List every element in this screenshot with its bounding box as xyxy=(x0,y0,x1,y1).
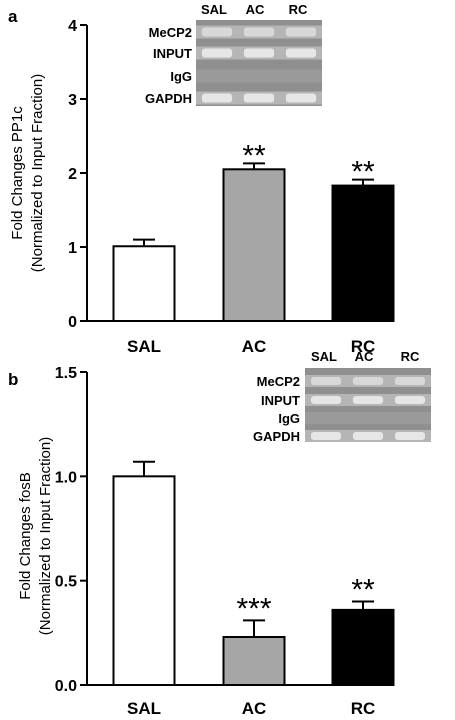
gel-band xyxy=(352,432,384,440)
y-axis-label: Fold Changes fosB xyxy=(17,472,34,600)
y-tick-label: 0 xyxy=(68,314,77,331)
y-tick-label: 1.5 xyxy=(55,365,77,382)
bar-sal xyxy=(112,475,176,687)
panel-b: b Fold Changes fosB (Normalized to Input F… xyxy=(8,349,431,718)
bar-rc xyxy=(331,184,395,322)
significance-marker: ** xyxy=(242,139,266,172)
gel-band xyxy=(394,432,426,440)
gel-band xyxy=(310,432,342,440)
x-tick-label: RC xyxy=(351,337,376,356)
y-tick-label: 2 xyxy=(68,166,77,183)
gel-row-label: GAPDH xyxy=(145,91,192,106)
gel-row-label: MeCP2 xyxy=(257,374,300,389)
bar-sal xyxy=(112,245,176,322)
gel-band xyxy=(285,48,317,58)
gel-lane-label: RC xyxy=(289,2,308,17)
gel-lane-label: RC xyxy=(401,349,420,364)
panel-a: a Fold Changes PP1c (Normalized to Input F… xyxy=(8,2,395,356)
y-axis-sublabel: (Normalized to Input Fraction) xyxy=(37,437,54,635)
panel-label: b xyxy=(8,370,18,389)
gel-band xyxy=(201,93,233,103)
y-axis-label: Fold Changes PP1c xyxy=(9,106,26,240)
gel-band xyxy=(394,396,426,404)
gel-band xyxy=(285,93,317,103)
x-tick-label: SAL xyxy=(127,337,161,356)
gel-band xyxy=(201,48,233,58)
gel-lane-label: AC xyxy=(246,2,265,17)
gel-band xyxy=(352,377,384,385)
y-tick-label: 0.5 xyxy=(55,574,77,591)
y-tick-label: 3 xyxy=(68,92,77,109)
gel-band xyxy=(310,377,342,385)
gel-inset: SAL AC RC MeCP2 INPUT IgG GAPDH xyxy=(145,2,322,106)
gel-band xyxy=(310,396,342,404)
gel-row-label: MeCP2 xyxy=(149,25,192,40)
gel-band xyxy=(352,396,384,404)
significance-marker: *** xyxy=(236,592,271,625)
x-tick-label: AC xyxy=(242,337,267,356)
bar-ac xyxy=(222,168,286,322)
gel-band xyxy=(201,27,233,37)
gel-row-label: IgG xyxy=(170,69,192,84)
bar-rc xyxy=(331,608,395,687)
gel-row-label: INPUT xyxy=(261,393,300,408)
gel-lane-label: SAL xyxy=(311,349,337,364)
gel-band xyxy=(394,377,426,385)
gel-row-strip xyxy=(196,69,322,83)
x-tick-label: AC xyxy=(242,699,267,718)
y-axis-sublabel: (Normalized to Input Fraction) xyxy=(29,74,46,272)
bar-ac xyxy=(222,636,286,686)
x-tick-label: SAL xyxy=(127,699,161,718)
gel-row-label: IgG xyxy=(278,411,300,426)
y-tick-label: 1 xyxy=(68,240,77,257)
x-tick-label: RC xyxy=(351,699,376,718)
panel-label: a xyxy=(8,7,18,26)
y-tick-label: 1.0 xyxy=(55,469,77,486)
significance-marker: ** xyxy=(351,574,375,607)
gel-row-label: INPUT xyxy=(153,46,192,61)
gel-row-label: GAPDH xyxy=(253,429,300,444)
gel-inset: SAL AC RC MeCP2 INPUT IgG GAPDH xyxy=(253,349,431,444)
gel-lane-label: AC xyxy=(355,349,374,364)
y-tick-label: 4 xyxy=(68,18,77,35)
gel-lane-label: SAL xyxy=(201,2,227,17)
gel-band xyxy=(243,93,275,103)
gel-band xyxy=(243,27,275,37)
gel-band xyxy=(285,27,317,37)
y-tick-label: 0.0 xyxy=(55,678,77,695)
gel-row-strip xyxy=(305,412,431,424)
gel-band xyxy=(243,48,275,58)
significance-marker: ** xyxy=(351,156,375,189)
